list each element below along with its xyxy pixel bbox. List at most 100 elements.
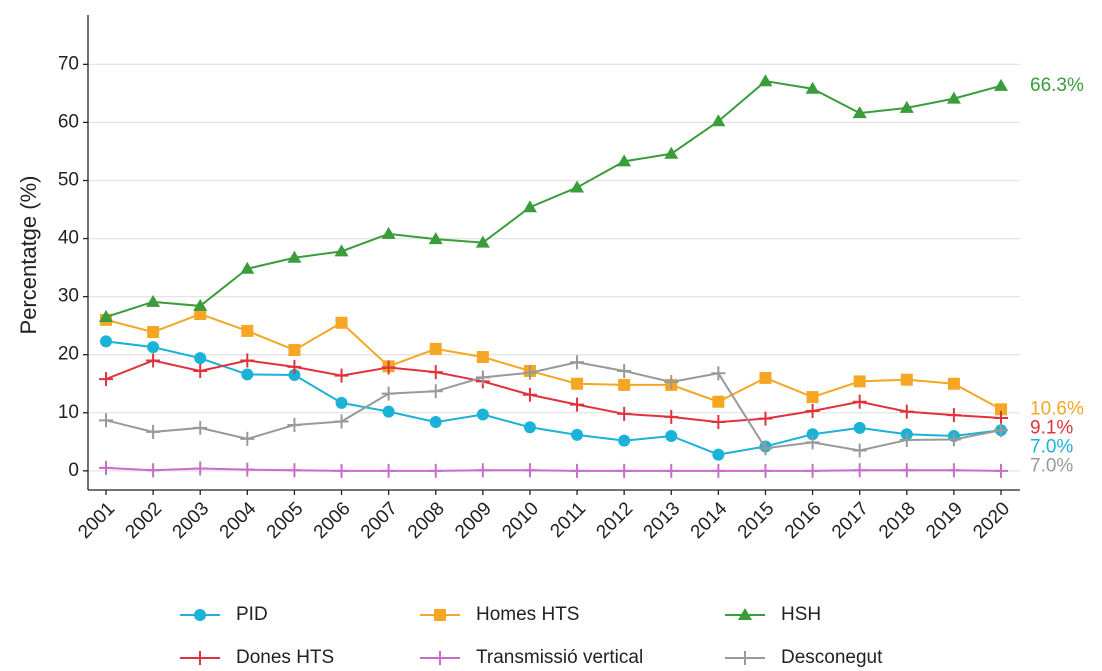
x-tick-label: 2009 <box>451 498 496 543</box>
marker <box>711 463 726 478</box>
marker <box>994 423 1008 438</box>
marker <box>806 391 819 404</box>
marker <box>194 609 206 621</box>
marker <box>100 335 112 348</box>
marker <box>570 463 585 478</box>
marker <box>287 463 302 478</box>
legend-item: HSH <box>725 604 821 625</box>
marker <box>334 244 349 257</box>
marker <box>287 250 302 263</box>
x-tick-label: 2019 <box>922 498 967 543</box>
marker <box>711 114 726 127</box>
y-tick-label: 60 <box>58 111 79 132</box>
marker <box>428 384 443 399</box>
y-tick-label: 0 <box>68 460 79 481</box>
marker <box>381 386 396 401</box>
marker <box>429 416 442 429</box>
marker <box>712 395 725 408</box>
marker <box>994 78 1008 91</box>
y-tick-label: 50 <box>58 170 79 191</box>
series-line <box>105 312 1002 411</box>
marker <box>805 435 820 450</box>
x-tick-label: 2020 <box>969 498 1014 543</box>
marker <box>852 394 867 409</box>
marker <box>852 106 867 119</box>
marker <box>711 415 726 430</box>
marker <box>433 651 447 665</box>
marker <box>759 371 772 384</box>
marker <box>146 424 161 439</box>
marker <box>522 463 537 478</box>
marker <box>711 366 726 381</box>
series-line <box>105 361 1002 452</box>
marker <box>617 463 632 478</box>
x-tick-label: 2008 <box>404 498 449 543</box>
x-tick-label: 2011 <box>546 498 590 542</box>
marker <box>334 414 349 429</box>
marker <box>334 463 349 478</box>
marker <box>617 154 632 167</box>
marker <box>738 608 752 620</box>
marker <box>853 421 866 434</box>
marker <box>664 463 679 478</box>
marker <box>434 609 446 621</box>
x-tick-label: 2017 <box>828 498 873 543</box>
marker <box>570 355 585 370</box>
marker <box>853 375 866 388</box>
marker <box>852 443 867 458</box>
legend-label: Dones HTS <box>236 647 334 668</box>
marker <box>194 308 207 321</box>
end-label: 7.0% <box>1030 455 1073 476</box>
marker <box>712 448 725 461</box>
x-tick-label: 2010 <box>498 498 543 543</box>
marker <box>475 463 490 478</box>
series-line <box>105 466 1002 472</box>
series-line <box>105 340 1002 456</box>
marker <box>994 410 1008 425</box>
marker <box>428 463 443 478</box>
marker <box>758 411 773 426</box>
y-tick-label: 40 <box>58 228 79 249</box>
y-tick-label: 20 <box>58 344 79 365</box>
marker <box>522 365 537 380</box>
marker <box>381 463 396 478</box>
marker <box>240 462 255 477</box>
marker <box>193 298 208 311</box>
marker <box>899 463 914 478</box>
end-label: 7.0% <box>1030 436 1073 457</box>
marker <box>617 406 632 421</box>
marker <box>994 463 1008 478</box>
x-tick-label: 2005 <box>263 498 308 543</box>
marker <box>240 353 255 368</box>
marker <box>240 431 255 446</box>
end-label: 66.3% <box>1030 75 1084 96</box>
series-line <box>105 359 1002 424</box>
marker <box>758 463 773 478</box>
marker <box>570 180 585 193</box>
x-tick-label: 2006 <box>310 498 355 543</box>
marker <box>946 408 961 423</box>
marker <box>476 351 489 364</box>
marker <box>946 432 961 447</box>
legend-label: Homes HTS <box>476 604 579 625</box>
marker <box>475 370 490 385</box>
marker <box>240 261 255 274</box>
marker <box>287 359 302 374</box>
marker <box>287 417 302 432</box>
marker <box>899 404 914 419</box>
y-axis-label: Percentatge (%) <box>16 176 41 335</box>
x-tick-label: 2015 <box>734 498 779 543</box>
marker <box>146 294 161 307</box>
marker <box>946 91 961 104</box>
marker <box>995 403 1007 416</box>
end-label: 10.6% <box>1030 398 1084 419</box>
marker <box>805 81 820 94</box>
legend-item: Dones HTS <box>180 647 334 668</box>
marker <box>738 651 752 665</box>
y-tick-label: 30 <box>58 286 79 307</box>
marker <box>571 377 584 390</box>
marker <box>664 409 679 424</box>
x-tick-label: 2018 <box>875 498 920 543</box>
marker <box>947 377 960 390</box>
